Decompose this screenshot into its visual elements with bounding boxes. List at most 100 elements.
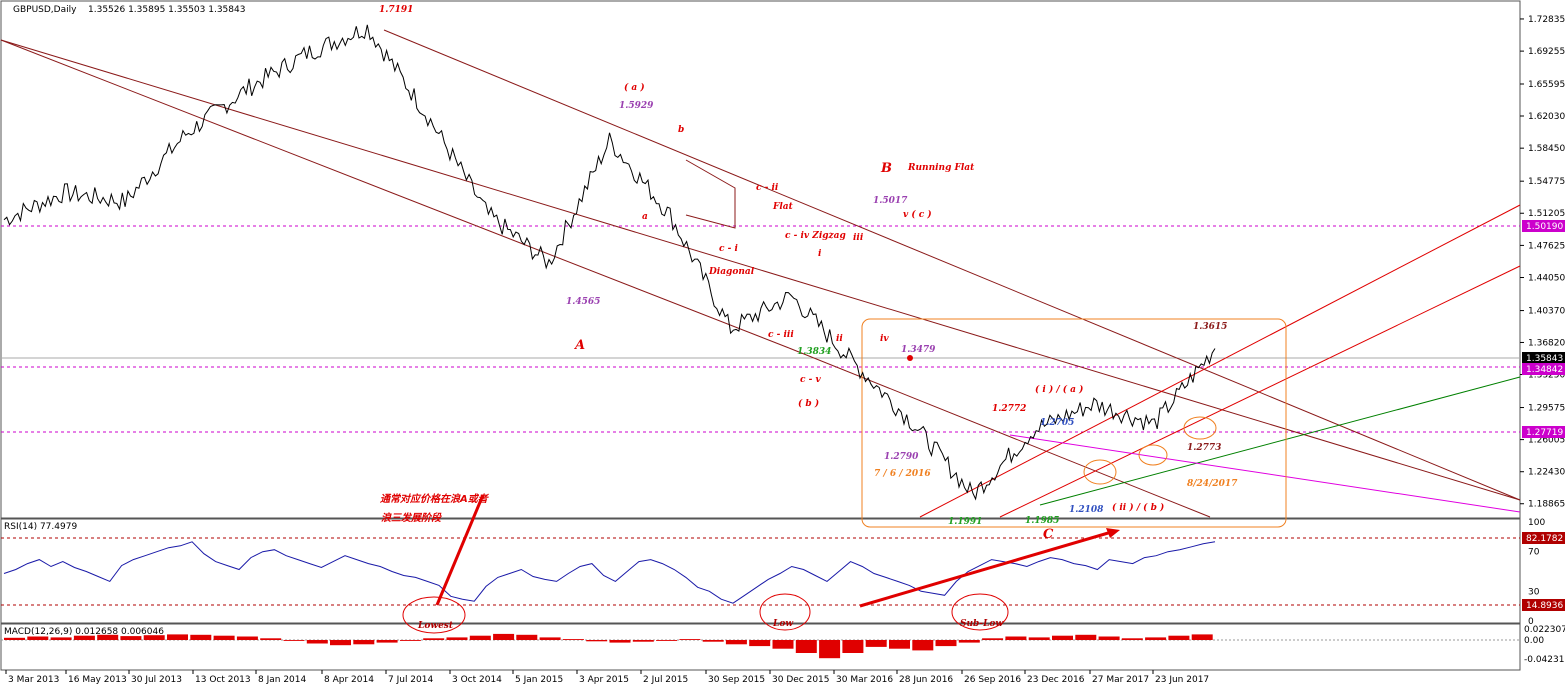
channel-lower-a (0, 39, 790, 349)
macd-bar (702, 640, 724, 642)
macd-bar (1098, 636, 1120, 640)
price-1-2773: 1.2773 (1187, 443, 1221, 453)
macd-bar (469, 635, 491, 640)
macd-bar (795, 640, 817, 653)
macd-tick-label: -0.042312 (1524, 655, 1565, 665)
macd-bar (842, 640, 864, 653)
channel-lower-c (788, 347, 1211, 518)
macd-bar (1075, 634, 1097, 640)
wave-iii: iii (853, 233, 864, 243)
price-1-4565: 1.4565 (566, 297, 600, 307)
trend-magenta (1009, 434, 1521, 513)
price-1-1985: 1.1985 (1025, 516, 1059, 526)
rsi-tag-high: 82.1782 (1522, 532, 1565, 544)
macd-bar (725, 640, 747, 645)
trend-red-2 (999, 265, 1521, 518)
x-tick-label: 30 Dec 2015 (772, 675, 830, 685)
wave-c-v: c - v (800, 375, 821, 385)
ellipse-1 (1083, 459, 1117, 485)
macd-bar (609, 640, 631, 643)
channel-upper-long (0, 39, 1521, 501)
rsi-line (3, 541, 1216, 604)
diagonal-wedge (685, 159, 736, 229)
x-tick-label: 2 Jul 2015 (643, 675, 688, 685)
channel-upper-b (383, 29, 1521, 501)
x-tick-label: 5 Jan 2015 (515, 675, 563, 685)
x-tick-label: 23 Dec 2016 (1027, 675, 1085, 685)
wave-i-a: ( i ) / ( a ) (1035, 384, 1083, 395)
macd-bar (982, 638, 1004, 640)
ellipse-2 (1138, 444, 1168, 466)
y-tick-label: 1.29575 (1528, 404, 1565, 414)
macd-bar (1191, 634, 1213, 640)
price-tag-last: 1.35843 (1522, 352, 1565, 364)
macd-bar (446, 637, 468, 640)
price-1-1991: 1.1991 (948, 517, 982, 527)
x-tick-label: 3 Mar 2013 (8, 675, 59, 685)
y-tick-label: 1.44050 (1528, 274, 1565, 284)
macd-bar (27, 636, 49, 640)
macd-bar (50, 637, 72, 640)
ellipse-3 (1183, 416, 1217, 440)
price-1-2790: 1.2790 (884, 452, 919, 462)
macd-bar (1121, 638, 1143, 640)
rsi-tag-low: 14.8936 (1522, 599, 1565, 611)
y-tick-label: 1.18865 (1528, 500, 1565, 510)
macd-bar (1145, 637, 1167, 640)
x-tick-label: 26 Sep 2016 (964, 675, 1021, 685)
macd-bar (1005, 636, 1027, 640)
marker-dot (907, 355, 913, 361)
ohlc-values: 1.35526 1.35895 1.35503 1.35843 (88, 5, 245, 15)
y-tick-label: 1.47625 (1528, 241, 1565, 251)
arrow-rsi-divergence (859, 529, 1116, 608)
macd-bar (4, 637, 25, 640)
y-tick-label: 1.40370 (1528, 307, 1565, 317)
x-tick-label: 3 Oct 2014 (452, 675, 502, 685)
macd-bar (1028, 637, 1050, 640)
low-circle (759, 593, 811, 631)
macd-bar (376, 640, 398, 643)
price-1-3834: 1.3834 (797, 347, 831, 357)
macd-label: MACD(12,26,9) 0.012658 0.006046 (4, 627, 164, 637)
x-tick-label: 23 Jun 2017 (1155, 675, 1209, 685)
macd-bar (97, 634, 119, 640)
macd-bar (213, 635, 235, 640)
macd-bar (167, 634, 188, 640)
price-1-2108: 1.2108 (1069, 505, 1104, 515)
y-tick-label: 1.26005 (1528, 436, 1565, 446)
macd-bar (656, 640, 678, 641)
x-tick-label: 8 Apr 2014 (324, 675, 374, 685)
x-tick-label: 30 Sep 2015 (708, 675, 765, 685)
rsi-label: RSI(14) 77.4979 (4, 522, 77, 532)
rsi-pane[interactable] (0, 518, 1521, 624)
price-1-2705: 1.2705 (1040, 418, 1074, 428)
symbol-title: GBPUSD,Daily (13, 5, 77, 15)
wave-a-small: a (642, 212, 648, 222)
trend-red-1 (919, 204, 1521, 518)
svg-text:14.8936: 14.8936 (1526, 601, 1563, 611)
wave-c-i: c - i (719, 244, 738, 254)
macd-bar (562, 639, 584, 640)
macd-pane[interactable] (0, 623, 1521, 671)
macd-tick-label: 0.00 (1524, 636, 1544, 646)
wave-c-iii: c - iii (768, 330, 794, 340)
macd-bar (143, 635, 165, 640)
sub-low-circle (951, 593, 1009, 631)
macd-bar (353, 640, 375, 645)
macd-bar (1168, 635, 1190, 640)
macd-bar (586, 640, 608, 642)
macd-bar (935, 640, 957, 647)
y-tick-label: 1.36820 (1528, 338, 1565, 348)
x-tick-label: 16 May 2013 (68, 675, 127, 685)
running-flat-label: Running Flat (907, 163, 975, 173)
main-pane[interactable] (0, 0, 1521, 519)
macd-bar (539, 637, 561, 640)
y-tick-label: 1.62030 (1528, 112, 1565, 122)
y-tick-label: 1.72835 (1528, 15, 1565, 25)
price-1-3479: 1.3479 (901, 345, 936, 355)
x-tick-label: 30 Jul 2013 (131, 675, 182, 685)
y-tick-label: 1.22430 (1528, 468, 1565, 478)
macd-bar (912, 640, 934, 651)
